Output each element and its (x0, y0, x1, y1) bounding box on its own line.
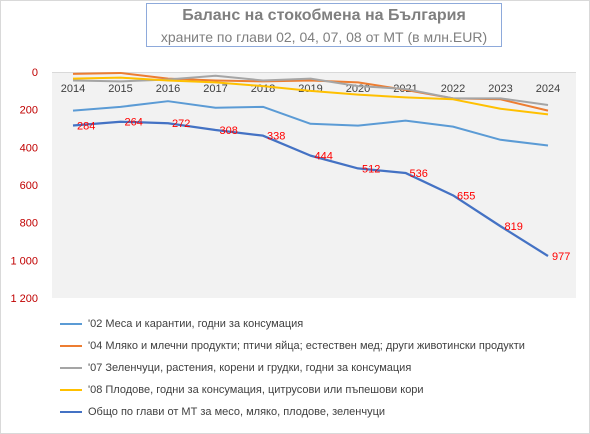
legend-item: '07 Зеленчуци, растения, корени и грудки… (60, 358, 411, 378)
x-tick-label: 2024 (536, 83, 560, 95)
legend-swatch (60, 367, 82, 369)
legend-label: '02 Меса и карантии, годни за консумация (88, 318, 304, 330)
plot-area (52, 72, 576, 298)
legend-item: Общо по глави от МТ за месо, мляко, плод… (60, 402, 385, 422)
x-tick-label: 2016 (156, 83, 180, 95)
chart-title-box: Баланс на стокобмена на България храните… (146, 3, 502, 47)
data-label: 284 (77, 120, 95, 132)
legend-swatch (60, 345, 82, 347)
series-line-1 (72, 100, 549, 147)
data-label: 977 (552, 251, 570, 263)
chart-subtitle: храните по глави 02, 04, 07, 08 от МТ (в… (160, 29, 488, 45)
y-tick-label: 200 (20, 105, 38, 117)
data-label: 272 (172, 118, 190, 130)
data-label: 264 (125, 117, 143, 129)
legend-swatch (60, 323, 82, 325)
series-line-4 (72, 76, 549, 116)
data-label: 444 (315, 151, 333, 163)
y-tick-label: 600 (20, 180, 38, 192)
y-tick-label: 800 (20, 218, 38, 230)
legend-item: '08 Плодове, годни за консумация, цитрус… (60, 380, 424, 400)
x-tick-label: 2014 (61, 83, 85, 95)
data-label: 536 (410, 168, 428, 180)
legend-label: '08 Плодове, годни за консумация, цитрус… (88, 384, 424, 396)
x-tick-label: 2023 (488, 83, 512, 95)
y-tick-label: 0 (32, 67, 38, 79)
x-tick-label: 2017 (203, 83, 227, 95)
y-tick-label: 1 200 (10, 293, 38, 305)
y-tick-label: 1 000 (10, 255, 38, 267)
legend-item: '02 Меса и карантии, годни за консумация (60, 314, 303, 334)
series-line-5 (72, 120, 549, 257)
legend-swatch (60, 411, 82, 413)
data-label: 512 (362, 163, 380, 175)
data-label: 655 (457, 190, 475, 202)
legend-label: '07 Зеленчуци, растения, корени и грудки… (88, 362, 412, 374)
data-label: 819 (505, 221, 523, 233)
legend-label: Общо по глави от МТ за месо, мляко, плод… (88, 406, 386, 418)
legend-item: '04 Мляко и млечни продукти; птичи яйца;… (60, 336, 525, 356)
y-tick-label: 400 (20, 142, 38, 154)
data-label: 338 (267, 131, 285, 143)
data-label: 308 (220, 125, 238, 137)
x-tick-label: 2015 (108, 83, 132, 95)
legend-label: '04 Мляко и млечни продукти; птичи яйца;… (88, 340, 525, 352)
chart-legend: '02 Меса и карантии, годни за консумация… (52, 312, 582, 424)
legend-swatch (60, 389, 82, 391)
x-tick-label: 2022 (441, 83, 465, 95)
chart-title: Баланс на стокобмена на България (182, 7, 466, 24)
